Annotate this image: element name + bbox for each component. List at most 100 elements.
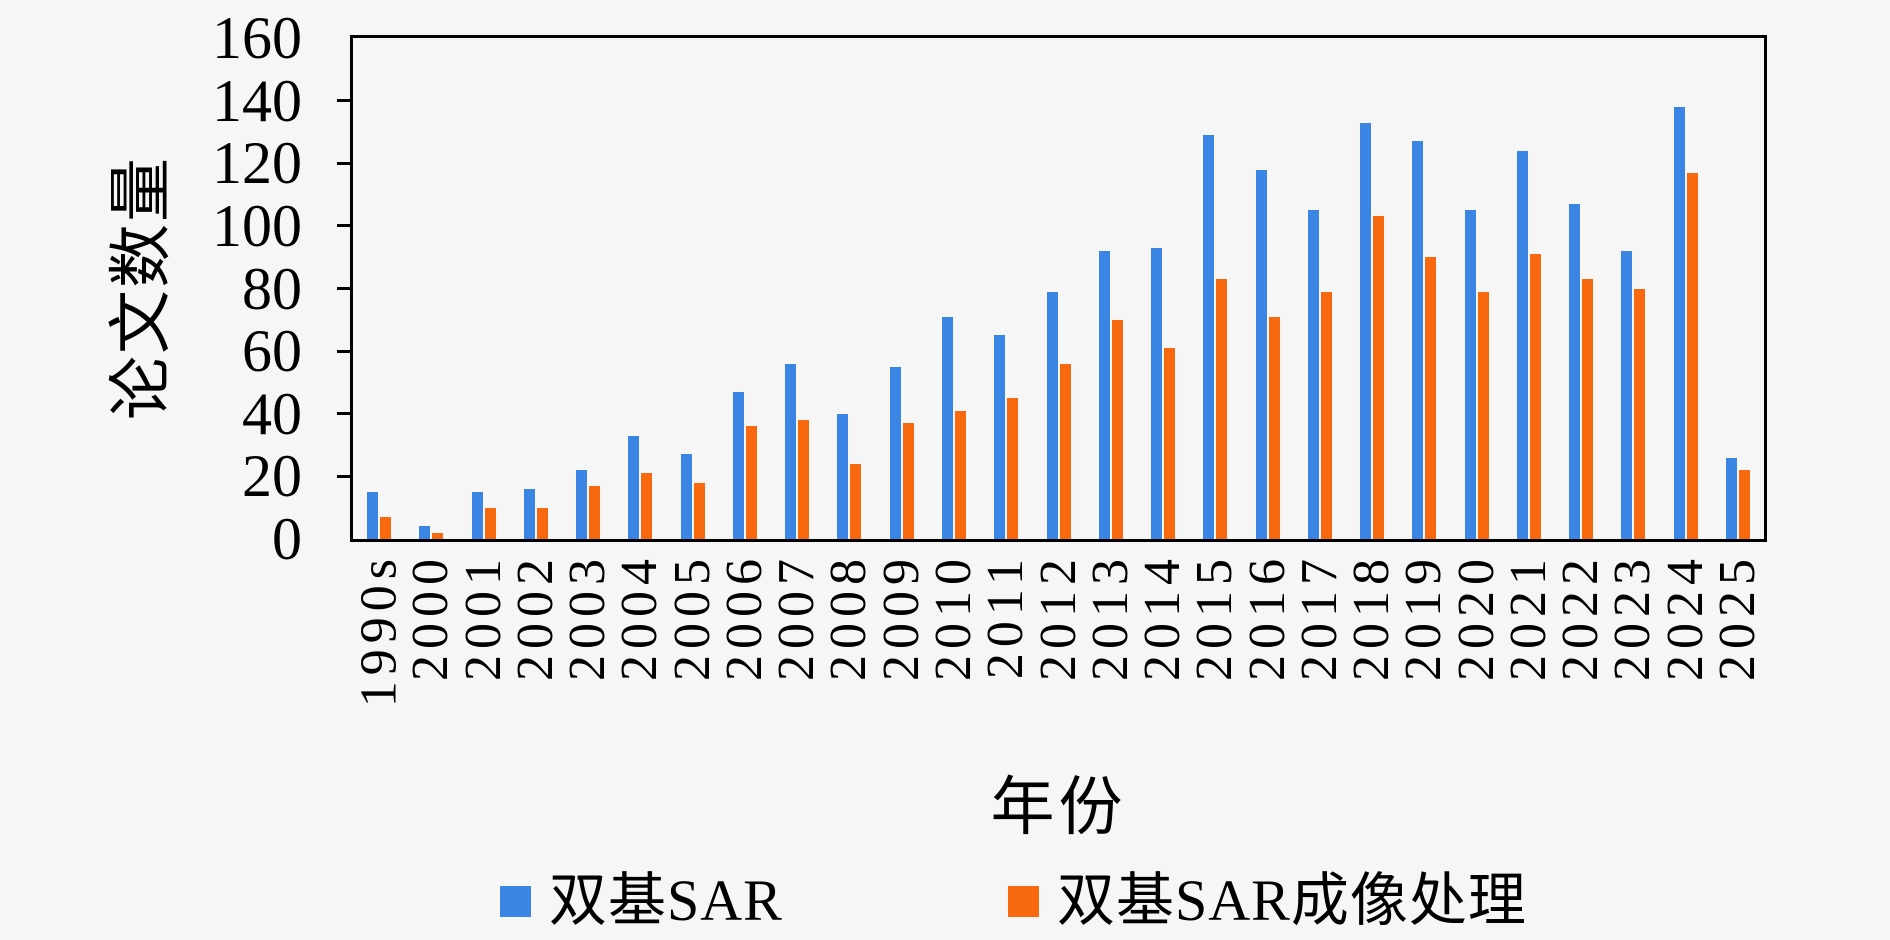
bar-imaging-2007 (798, 420, 810, 539)
x-tick-label-2005: 2005 (663, 553, 721, 681)
x-tick-label-2008: 2008 (820, 553, 878, 681)
y-tick-label-160: 160 (212, 5, 302, 71)
x-tick-label-2010: 2010 (924, 553, 982, 681)
bar-imaging-2005 (693, 482, 705, 539)
y-tick-label-100: 100 (212, 192, 302, 259)
y-tick-label-140: 140 (212, 67, 302, 134)
bar-bistatic-sar-2023 (1621, 250, 1633, 539)
y-tick-mark-140 (337, 99, 351, 103)
bar-bistatic-sar-1990s (367, 492, 379, 539)
bar-bistatic-sar-2002 (523, 488, 535, 539)
x-tick-label-2020: 2020 (1447, 553, 1505, 681)
bar-imaging-2008 (850, 463, 862, 539)
x-tick-label-2023: 2023 (1604, 553, 1662, 681)
bar-imaging-2017 (1320, 291, 1332, 539)
bar-imaging-2000 (432, 532, 444, 539)
y-tick-mark-100 (337, 224, 351, 228)
bar-bistatic-sar-2025 (1725, 457, 1737, 539)
bar-imaging-2001 (484, 507, 496, 539)
bar-imaging-2021 (1529, 254, 1541, 539)
x-tick-label-2025: 2025 (1708, 553, 1766, 681)
x-axis-tick-labels: 1990s 2000 2001 2002 2003 2004 2005 2006 2007 200… (350, 553, 1767, 783)
x-tick-label-2003: 2003 (559, 553, 617, 681)
bar-bistatic-sar-2005 (680, 454, 692, 539)
x-tick-label-2019: 2019 (1395, 553, 1453, 681)
y-axis-tick-labels: 0 20 40 60 80 100 120 140 160 (0, 8, 302, 569)
bar-bistatic-sar-2022 (1569, 203, 1581, 539)
y-tick-label-60: 60 (242, 318, 302, 385)
bar-imaging-1990s (380, 517, 392, 539)
bar-imaging-2011 (1007, 398, 1019, 539)
bar-imaging-2023 (1634, 288, 1646, 539)
x-tick-label-2018: 2018 (1343, 553, 1401, 681)
legend-swatch-bistatic-sar-imaging (1008, 886, 1039, 917)
bar-bistatic-sar-2018 (1360, 122, 1372, 539)
bar-imaging-2012 (1059, 363, 1071, 539)
bar-bistatic-sar-2024 (1673, 106, 1685, 539)
y-tick-mark-80 (337, 287, 351, 290)
x-tick-label-2013: 2013 (1081, 553, 1139, 681)
x-tick-label-2007: 2007 (768, 553, 826, 681)
y-tick-mark-40 (337, 412, 351, 416)
x-tick-label-2022: 2022 (1552, 553, 1610, 681)
x-axis-title: 年份 (990, 772, 1127, 843)
bar-bistatic-sar-2014 (1151, 247, 1163, 539)
x-tick-label-2015: 2015 (1186, 553, 1244, 681)
bar-bistatic-sar-2001 (471, 492, 483, 539)
bar-bistatic-sar-2012 (1046, 291, 1058, 539)
bar-imaging-2004 (641, 473, 653, 539)
bar-imaging-2010 (954, 410, 966, 539)
bar-imaging-2006 (745, 426, 757, 539)
x-tick-label-2000: 2000 (402, 553, 460, 681)
bar-bistatic-sar-2004 (628, 435, 640, 539)
y-tick-mark-60 (337, 349, 351, 353)
bar-imaging-2020 (1477, 291, 1489, 539)
bar-bistatic-sar-2008 (837, 413, 849, 539)
y-tick-label-0: 0 (272, 506, 302, 572)
legend: 双基SAR 双基SAR成像处理 (0, 862, 1890, 940)
bar-bistatic-sar-2006 (732, 391, 744, 539)
bar-bistatic-sar-2010 (941, 316, 953, 539)
x-tick-label-2014: 2014 (1134, 553, 1192, 681)
bar-bistatic-sar-2009 (889, 366, 901, 539)
x-tick-label-2006: 2006 (715, 553, 773, 681)
bar-imaging-2022 (1582, 279, 1594, 539)
x-tick-label-2001: 2001 (454, 553, 512, 681)
y-tick-label-120: 120 (212, 130, 302, 197)
bar-imaging-2025 (1738, 470, 1750, 539)
bar-imaging-2024 (1686, 172, 1698, 539)
y-tick-label-80: 80 (242, 255, 302, 322)
bar-bistatic-sar-2007 (785, 363, 797, 539)
bar-imaging-2018 (1373, 216, 1385, 539)
x-tick-label-2011: 2011 (977, 553, 1035, 680)
y-tick-label-20: 20 (242, 443, 302, 510)
x-tick-label-2024: 2024 (1656, 553, 1714, 681)
bar-bistatic-sar-2011 (994, 335, 1006, 539)
x-tick-label-2017: 2017 (1290, 553, 1348, 681)
bar-imaging-2019 (1425, 257, 1437, 539)
bar-bistatic-sar-2000 (419, 526, 431, 539)
x-tick-label-1990s: 1990s (350, 553, 408, 708)
legend-label-bistatic-sar-imaging: 双基SAR成像处理 (1057, 868, 1527, 933)
bar-imaging-2002 (536, 507, 548, 539)
bar-bistatic-sar-2020 (1464, 210, 1476, 539)
bar-bistatic-sar-2019 (1412, 141, 1424, 539)
x-tick-label-2004: 2004 (611, 553, 669, 681)
legend-label-bistatic-sar: 双基SAR (549, 868, 783, 933)
x-tick-label-2016: 2016 (1238, 553, 1296, 681)
x-tick-label-2021: 2021 (1499, 553, 1557, 681)
bar-bistatic-sar-2003 (576, 470, 588, 539)
plot-area (350, 35, 1767, 542)
bar-bistatic-sar-2016 (1255, 169, 1267, 539)
y-tick-label-40: 40 (242, 380, 302, 447)
bar-imaging-2003 (589, 485, 601, 539)
bar-imaging-2015 (1216, 279, 1228, 539)
bar-imaging-2014 (1164, 348, 1176, 539)
x-tick-label-2009: 2009 (872, 553, 930, 681)
x-tick-label-2012: 2012 (1029, 553, 1087, 681)
bar-bistatic-sar-2013 (1098, 250, 1110, 539)
bar-imaging-2013 (1111, 319, 1123, 539)
bar-bistatic-sar-2015 (1203, 135, 1215, 539)
y-tick-mark-120 (337, 161, 351, 165)
